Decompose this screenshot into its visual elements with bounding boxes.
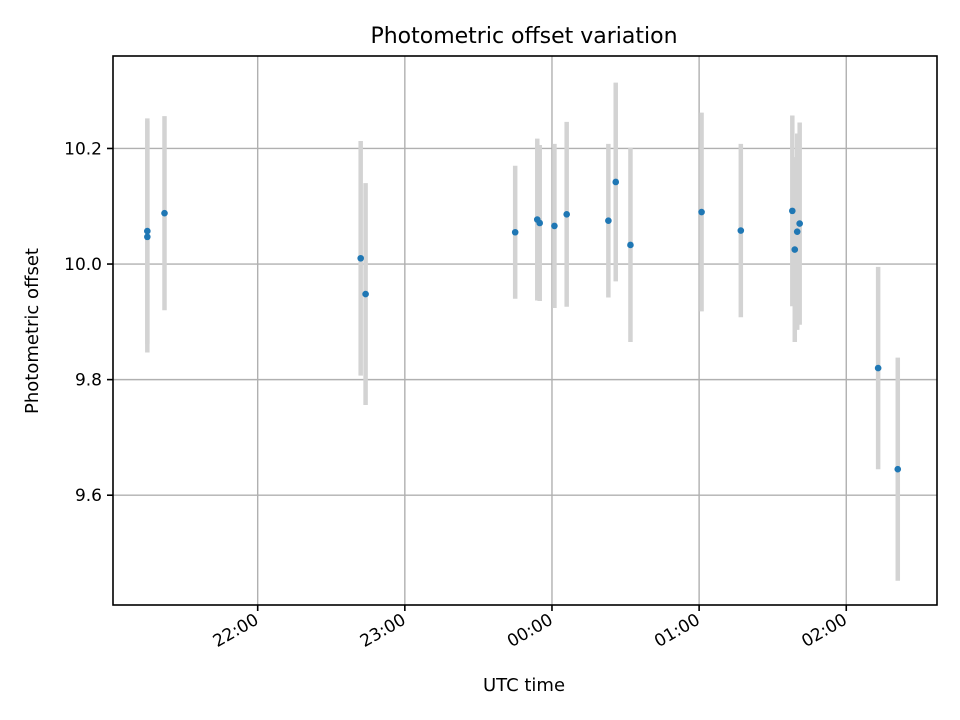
data-point (789, 207, 796, 215)
data-points (144, 178, 902, 473)
y-axis-label: Photometric offset (22, 248, 43, 414)
grid (113, 56, 937, 605)
data-point (511, 228, 519, 236)
x-tick-label: 00:00 (504, 610, 556, 652)
x-tick-label: 02:00 (798, 610, 850, 652)
y-tick-label: 10.2 (64, 139, 102, 159)
data-point (698, 208, 705, 216)
data-point (793, 228, 801, 235)
x-tick-label: 22:00 (210, 610, 262, 652)
data-point (791, 246, 799, 253)
data-point (563, 211, 570, 218)
x-tick-label: 01:00 (651, 610, 703, 652)
plot-frame (112, 55, 938, 606)
data-point (627, 241, 634, 249)
data-point (536, 219, 544, 227)
data-point (874, 364, 882, 372)
y-axis: 9.6 9.8 10.0 10.2 (64, 139, 113, 506)
x-axis: 22:00 23:00 00:00 01:00 02:00 (210, 605, 851, 652)
error-bars (145, 82, 901, 581)
data-point (796, 220, 803, 227)
data-point (605, 217, 612, 224)
data-point (551, 222, 558, 230)
data-point (362, 290, 369, 298)
data-point (144, 233, 151, 241)
data-point (144, 227, 151, 235)
data-point (737, 227, 745, 234)
data-point (612, 178, 620, 186)
chart-title: Photometric offset variation (370, 24, 677, 49)
x-tick-label: 23:00 (357, 610, 409, 652)
data-point (161, 209, 168, 217)
y-tick-label: 10.0 (64, 255, 102, 275)
y-tick-label: 9.8 (75, 371, 102, 391)
data-point (894, 465, 902, 473)
x-axis-label: UTC time (483, 675, 565, 696)
data-point (357, 254, 364, 262)
y-tick-label: 9.6 (75, 486, 102, 506)
